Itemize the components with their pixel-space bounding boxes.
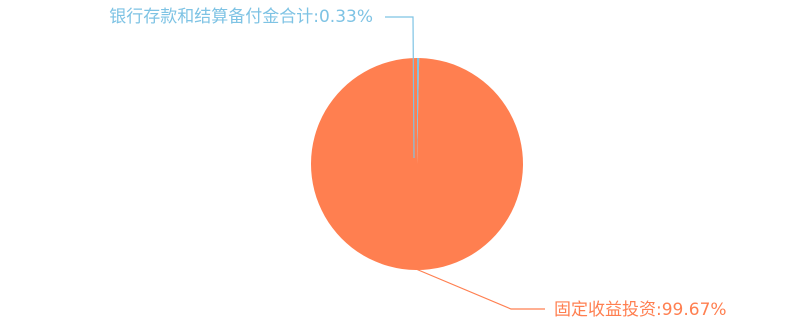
leader-lines-layer [385,16,545,310]
slices-layer [310,58,523,270]
slice-label: 固定收益投资:99.67% [554,300,727,320]
pie-slice[interactable] [417,58,420,164]
pie-slice[interactable] [310,58,523,270]
leader-line [385,16,415,159]
slice-label: 银行存款和结算备付金合计:0.33% [109,7,373,27]
leader-line [415,268,545,310]
labels-layer: 银行存款和结算备付金合计:0.33% 固定收益投资:99.67% [109,7,726,320]
